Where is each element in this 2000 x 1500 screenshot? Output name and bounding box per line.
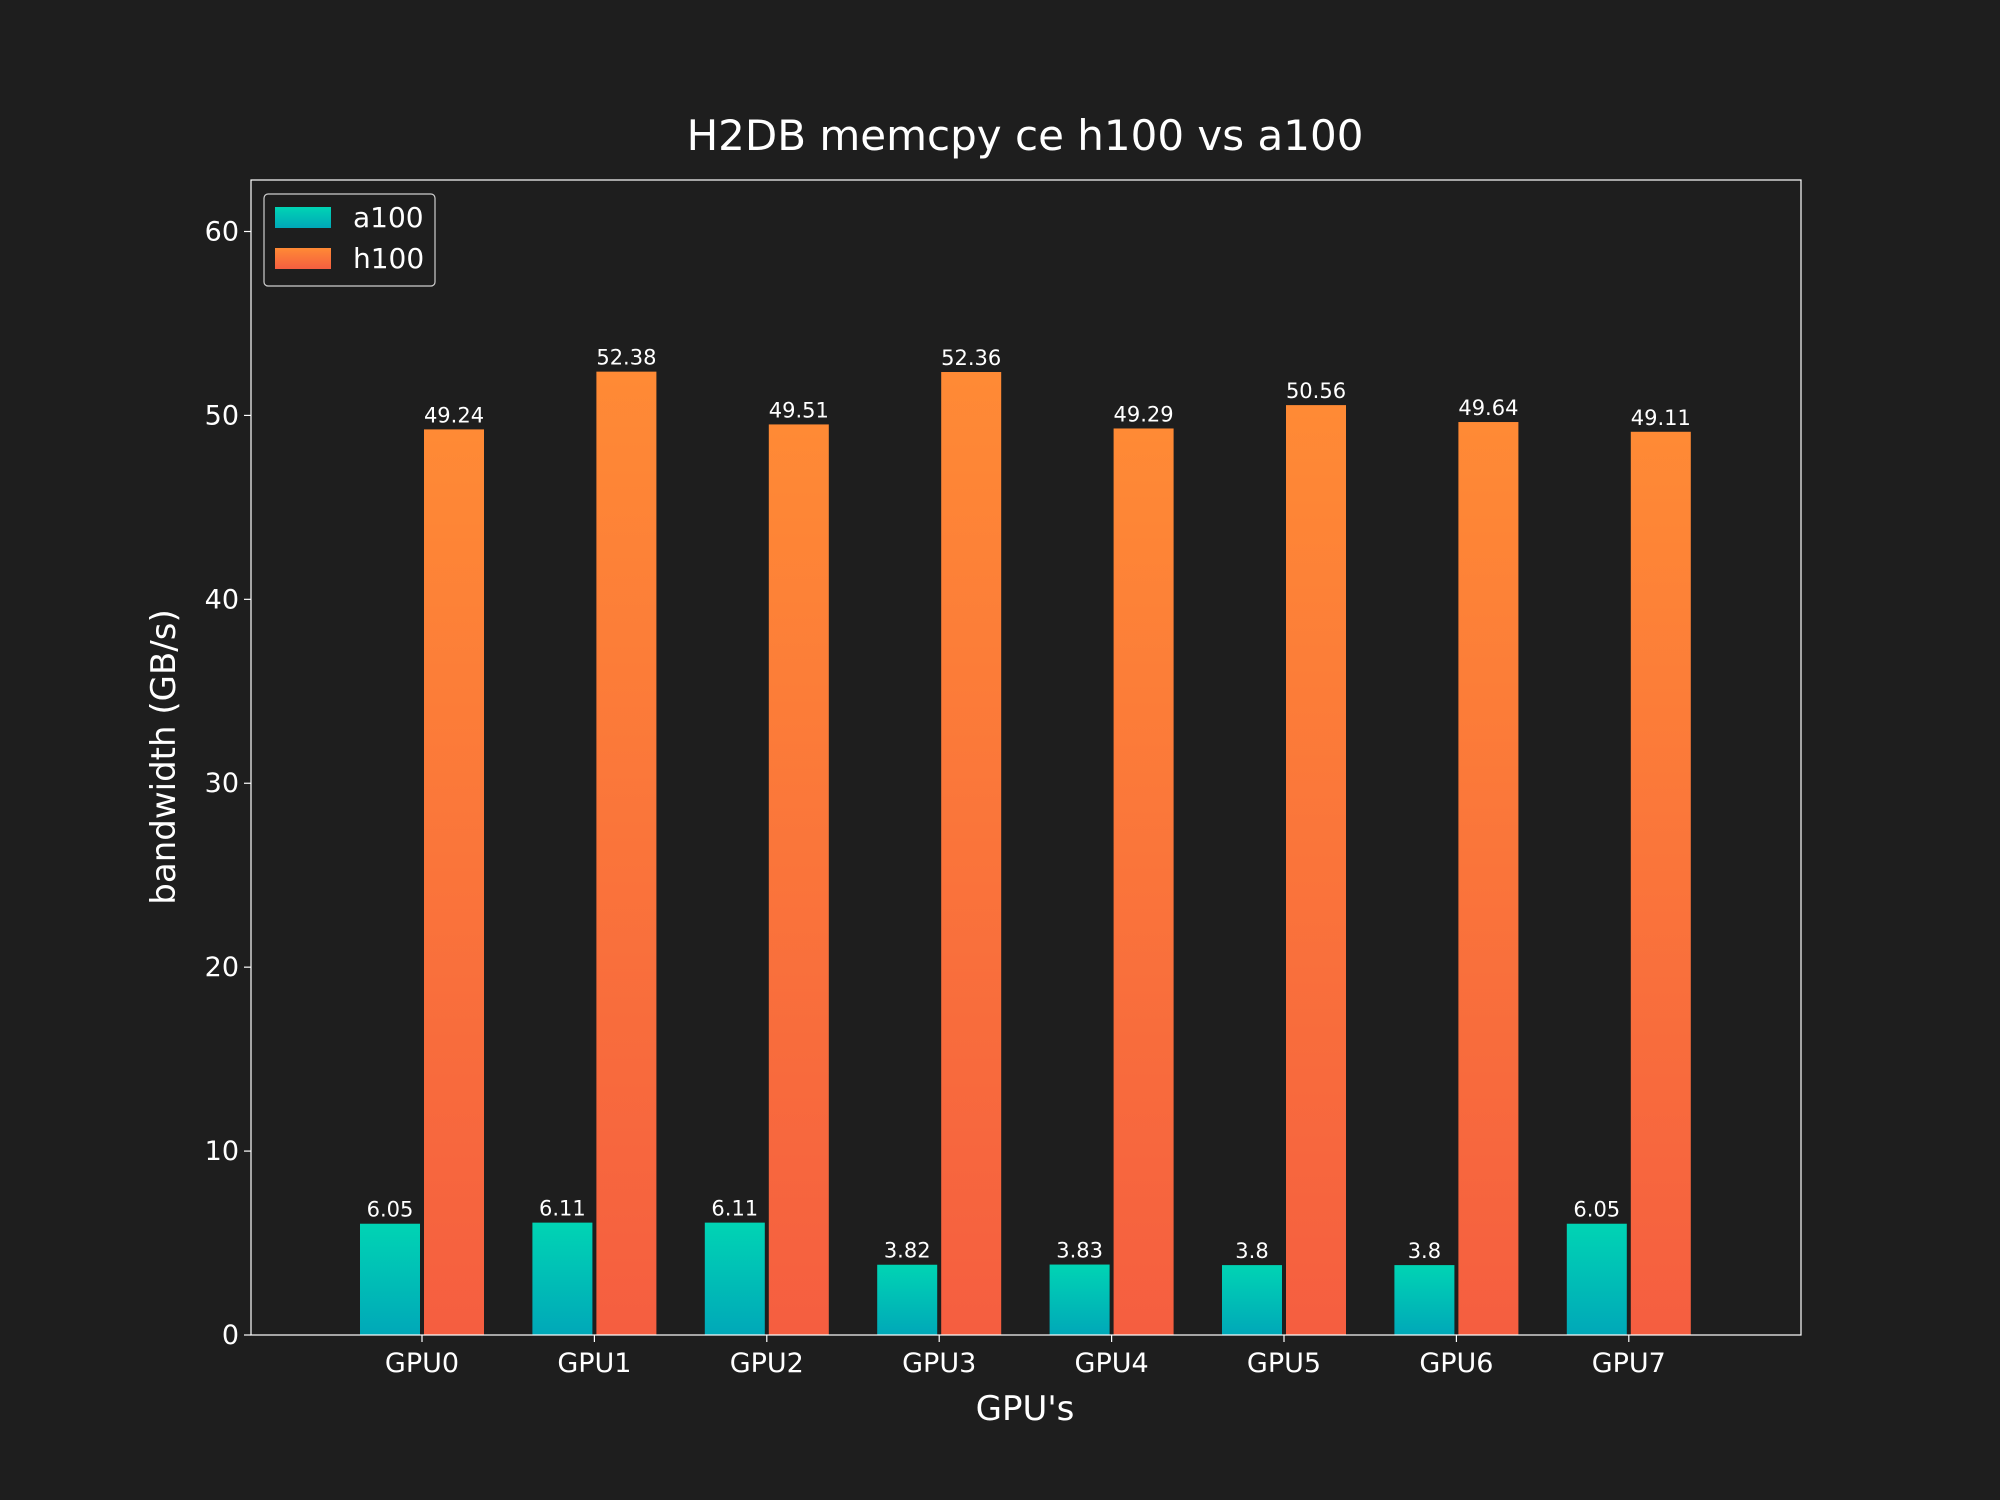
bar-labels-group: 6.0549.246.1152.386.1149.513.8252.363.83… — [367, 346, 1691, 1263]
bar-a100-gpu1 — [532, 1222, 593, 1335]
bar-value-label-h100-gpu6: 49.64 — [1458, 396, 1518, 420]
bar-value-label-a100-gpu5: 3.8 — [1235, 1239, 1268, 1263]
legend-swatch-h100 — [275, 248, 331, 269]
bar-h100-gpu2 — [768, 424, 829, 1335]
bar-value-label-h100-gpu0: 49.24 — [424, 403, 484, 427]
y-axis-ticks: 0 10 20 30 40 50 60 — [205, 216, 251, 1351]
bar-h100-gpu1 — [596, 371, 657, 1335]
bar-value-label-a100-gpu2: 6.11 — [711, 1197, 758, 1221]
bar-a100-gpu6 — [1394, 1265, 1455, 1335]
bar-h100-gpu4 — [1113, 428, 1174, 1335]
x-axis-label: GPU's — [976, 1389, 1075, 1429]
bar-h100-gpu5 — [1286, 405, 1346, 1336]
bar-value-label-a100-gpu3: 3.82 — [884, 1239, 931, 1263]
y-tick-label-60: 60 — [205, 216, 239, 247]
bar-value-label-a100-gpu0: 6.05 — [367, 1198, 414, 1222]
legend: a100 h100 — [263, 193, 436, 287]
bar-h100-gpu6 — [1458, 422, 1519, 1335]
y-tick-label-40: 40 — [205, 584, 239, 615]
y-tick-label-10: 10 — [205, 1136, 239, 1167]
bar-a100-gpu2 — [704, 1222, 765, 1335]
y-tick-label-20: 20 — [205, 952, 239, 983]
bar-a100-gpu4 — [1049, 1264, 1110, 1335]
x-tick-label-gpu1: GPU1 — [557, 1348, 631, 1379]
x-axis-ticks: GPU0 GPU1 GPU2 GPU3 GPU4 GPU5 GPU6 GPU7 — [385, 1335, 1666, 1379]
x-tick-label-gpu6: GPU6 — [1419, 1348, 1493, 1379]
bar-value-label-a100-gpu4: 3.83 — [1056, 1239, 1103, 1263]
bar-value-label-h100-gpu4: 49.29 — [1114, 402, 1174, 426]
bar-h100-gpu3 — [941, 372, 1002, 1336]
bar-value-label-a100-gpu7: 6.05 — [1573, 1198, 1620, 1222]
y-axis-label: bandwidth (GB/s) — [144, 609, 184, 904]
bar-value-label-a100-gpu1: 6.11 — [539, 1197, 586, 1221]
bar-a100-gpu3 — [877, 1264, 938, 1335]
y-tick-label-0: 0 — [222, 1320, 239, 1351]
legend-label-h100: h100 — [353, 242, 424, 275]
y-tick-label-30: 30 — [205, 768, 239, 799]
bar-h100-gpu0 — [424, 429, 484, 1335]
bar-value-label-a100-gpu6: 3.8 — [1408, 1239, 1441, 1263]
bar-value-label-h100-gpu2: 49.51 — [769, 398, 829, 422]
x-tick-label-gpu5: GPU5 — [1247, 1348, 1321, 1379]
chart-title: H2DB memcpy ce h100 vs a100 — [687, 111, 1364, 160]
legend-label-a100: a100 — [353, 201, 424, 234]
x-tick-label-gpu4: GPU4 — [1075, 1348, 1149, 1379]
y-tick-label-50: 50 — [205, 400, 239, 431]
bar-a100-gpu7 — [1566, 1223, 1627, 1335]
bars-group — [360, 371, 1691, 1336]
x-tick-label-gpu3: GPU3 — [902, 1348, 976, 1379]
bar-value-label-h100-gpu7: 49.11 — [1631, 406, 1691, 430]
legend-swatch-a100 — [275, 207, 331, 228]
x-tick-label-gpu2: GPU2 — [730, 1348, 804, 1379]
bar-value-label-h100-gpu5: 50.56 — [1286, 379, 1346, 403]
bar-h100-gpu7 — [1630, 431, 1691, 1335]
bar-value-label-h100-gpu3: 52.36 — [941, 346, 1001, 370]
plot-frame — [250, 179, 1802, 1336]
bar-a100-gpu0 — [360, 1223, 420, 1335]
bar-a100-gpu5 — [1222, 1265, 1282, 1335]
x-tick-label-gpu7: GPU7 — [1592, 1348, 1666, 1379]
x-tick-label-gpu0: GPU0 — [385, 1348, 459, 1379]
bar-value-label-h100-gpu1: 52.38 — [596, 346, 656, 370]
